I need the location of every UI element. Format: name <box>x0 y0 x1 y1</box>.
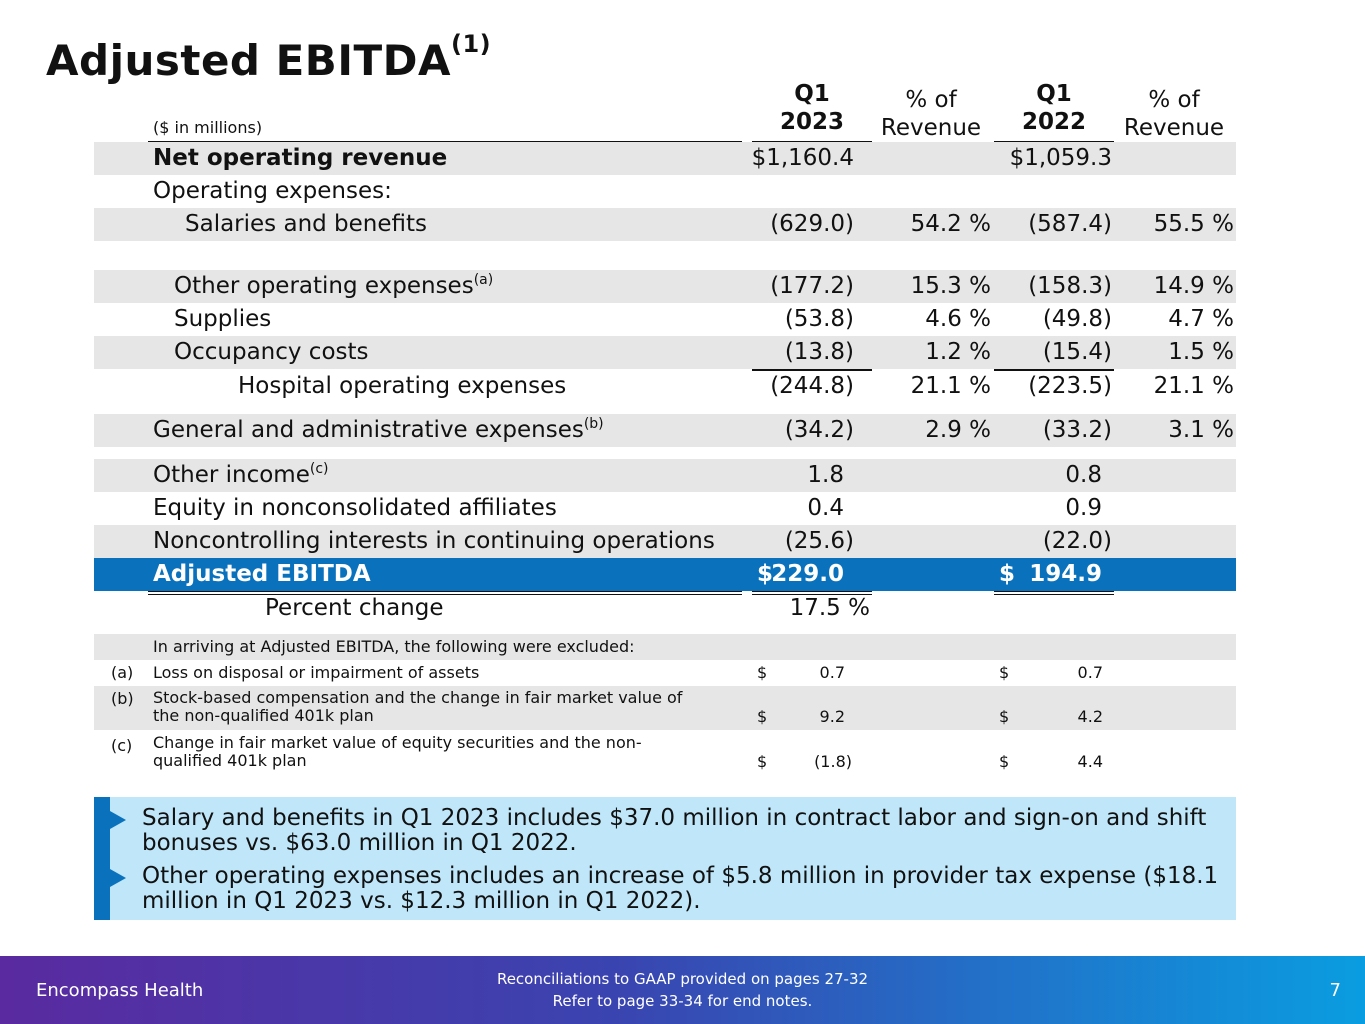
callout-accent-bar <box>94 797 110 920</box>
row-operating-expenses: Operating expenses: <box>153 178 392 204</box>
units-label: ($ in millions) <box>153 118 263 137</box>
page-title: Adjusted EBITDA(1) <box>46 30 492 85</box>
col-header-pct-2023: % of Revenue <box>880 87 982 141</box>
subtotal-rule <box>752 369 872 371</box>
row-other-income: Other income(c) 1.8 0.8 <box>94 459 1236 492</box>
footer-note: Reconciliations to GAAP provided on page… <box>496 970 869 1010</box>
page-number: 7 <box>1329 980 1341 1001</box>
triangle-right-icon <box>110 811 126 829</box>
total-double-rule <box>752 591 872 595</box>
row-noncontrolling-interests: Noncontrolling interests in continuing o… <box>94 525 1236 558</box>
note-c: (c) Change in fair market value of equit… <box>111 733 1103 772</box>
row-occupancy: Occupancy costs (13.8) 1.2 % (15.4) 1.5 … <box>94 336 1236 369</box>
row-hospital-operating-expenses: Hospital operating expenses (244.8) 21.1… <box>238 373 1234 399</box>
row-equity-affiliates: Equity in nonconsolidated affiliates 0.4… <box>153 495 1102 521</box>
col-header-q1-2022: Q1 2022 <box>1021 81 1086 135</box>
row-net-revenue: Net operating revenue $1,160.4 $1,059.3 <box>94 142 1236 175</box>
col-header-pct-2022: % of Revenue <box>1123 87 1225 141</box>
row-percent-change: Percent change 17.5 % <box>265 595 870 621</box>
note-b: (b) Stock-based compensation and the cha… <box>94 686 1236 730</box>
note-a: (a) Loss on disposal or impairment of as… <box>111 663 1103 682</box>
total-double-rule <box>994 591 1114 595</box>
notes-intro: In arriving at Adjusted EBITDA, the foll… <box>94 634 1236 660</box>
subtotal-rule <box>994 369 1114 371</box>
triangle-right-icon <box>110 869 126 887</box>
row-other-operating-expenses: Other operating expenses(a) (177.2) 15.3… <box>94 270 1236 303</box>
footer-brand: Encompass Health <box>36 980 204 1001</box>
row-salaries: Salaries and benefits (629.0) 54.2 % (58… <box>94 208 1236 241</box>
callout-box: Salary and benefits in Q1 2023 includes … <box>94 797 1236 920</box>
row-general-administrative: General and administrative expenses(b) (… <box>94 414 1236 447</box>
col-header-q1-2023: Q1 2023 <box>779 81 844 135</box>
row-adjusted-ebitda: Adjusted EBITDA $ 229.0 $ 194.9 <box>94 558 1236 591</box>
total-double-rule <box>148 591 742 595</box>
footer: Encompass Health Reconciliations to GAAP… <box>0 956 1365 1024</box>
row-supplies: Supplies (53.8) 4.6 % (49.8) 4.7 % <box>174 306 1234 332</box>
